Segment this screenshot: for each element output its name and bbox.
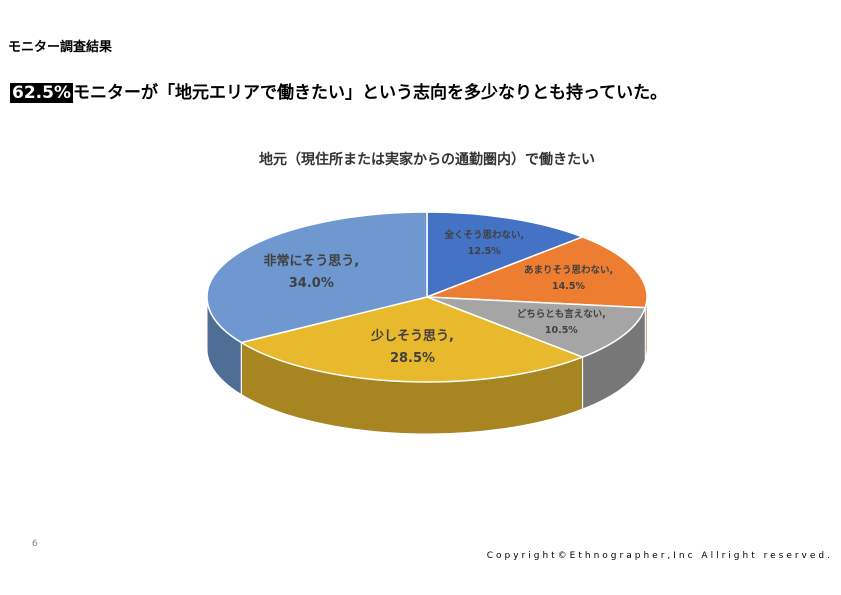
section-title: モニター調査結果 <box>8 40 113 55</box>
slice <box>206 211 428 344</box>
slice <box>239 296 585 383</box>
highlight: 62.5% <box>10 83 73 103</box>
data-label: 14.5% <box>552 281 585 292</box>
data-label-name: 少しそう思う, <box>370 328 454 344</box>
headline-text: モニターが「地元エリアで働きたい」という志向を多少なりとも持っていた。 <box>72 83 668 103</box>
headline: 62.5% モニターが「地元エリアで働きたい」という志向を多少なりとも持っていた。 <box>10 78 667 103</box>
data-label: 34.0% <box>289 276 334 291</box>
data-label: 28.5% <box>390 351 435 366</box>
data-label: 10.5% <box>545 325 578 336</box>
copyright: Copyright©Ethnographer,Inc Allright rese… <box>486 551 833 561</box>
chart: 地元（現住所または実家からの通勤圏内）で働きたい 全くそう思わない, 12.5% あ… <box>206 151 648 435</box>
slice <box>426 296 647 358</box>
data-label-name: どちらとも言えない, <box>517 308 606 320</box>
data-label-name: 全くそう思わない, <box>443 229 524 241</box>
data-label-name: 非常にそう思う, <box>263 253 359 269</box>
chart-title: 地元（現住所または実家からの通勤圏内）で働きたい <box>259 151 595 168</box>
data-label-name: あまりそう思わない, <box>524 264 613 276</box>
data-label: 12.5% <box>468 246 501 257</box>
slice <box>426 236 648 309</box>
page-number: 6 <box>32 539 38 549</box>
slice <box>426 211 585 299</box>
